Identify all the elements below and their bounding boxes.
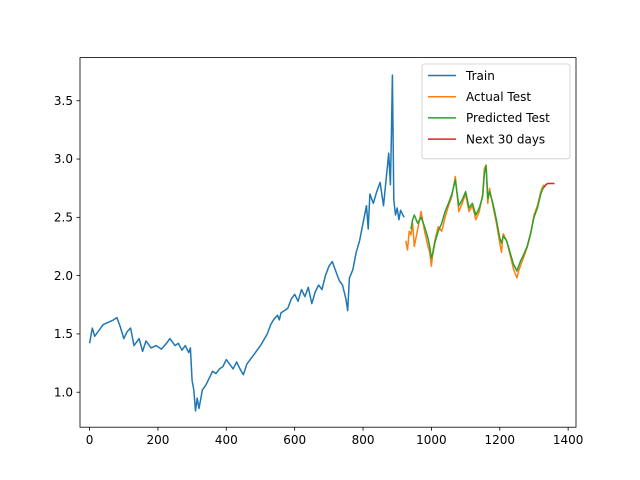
- x-axis: 0 200 400 600 800 1000 1200 1400: [86, 427, 584, 447]
- y-tick-label: 1.0: [54, 385, 73, 399]
- series-line-0: [88, 74, 405, 412]
- legend-label-0: Train: [465, 69, 495, 83]
- series-line-3: [543, 182, 555, 188]
- series-line-1: [405, 164, 545, 279]
- y-tick-label: 2.5: [54, 211, 73, 225]
- x-tick-label: 0: [86, 433, 94, 447]
- x-tick-label: 1000: [416, 433, 447, 447]
- x-tick-label: 800: [352, 433, 375, 447]
- plot-area: [88, 74, 555, 412]
- x-tick-label: 1200: [484, 433, 515, 447]
- x-tick-label: 1400: [553, 433, 584, 447]
- y-tick-label: 3.5: [54, 94, 73, 108]
- y-axis: 1.0 1.5 2.0 2.5 3.0 3.5: [54, 94, 80, 399]
- legend-box: [421, 63, 571, 160]
- legend: Train Actual Test Predicted Test Next 30 da…: [421, 63, 571, 160]
- axes-frame: [79, 57, 577, 428]
- x-tick-label: 600: [283, 433, 306, 447]
- legend-label-2: Predicted Test: [466, 111, 550, 125]
- y-tick-label: 1.5: [54, 327, 73, 341]
- series-line-2: [410, 165, 545, 272]
- y-tick-label: 3.0: [54, 152, 73, 166]
- y-tick-label: 2.0: [54, 269, 73, 283]
- x-tick-label: 200: [146, 433, 169, 447]
- x-tick-label: 400: [215, 433, 238, 447]
- legend-label-3: Next 30 days: [466, 132, 545, 146]
- legend-label-1: Actual Test: [466, 90, 531, 104]
